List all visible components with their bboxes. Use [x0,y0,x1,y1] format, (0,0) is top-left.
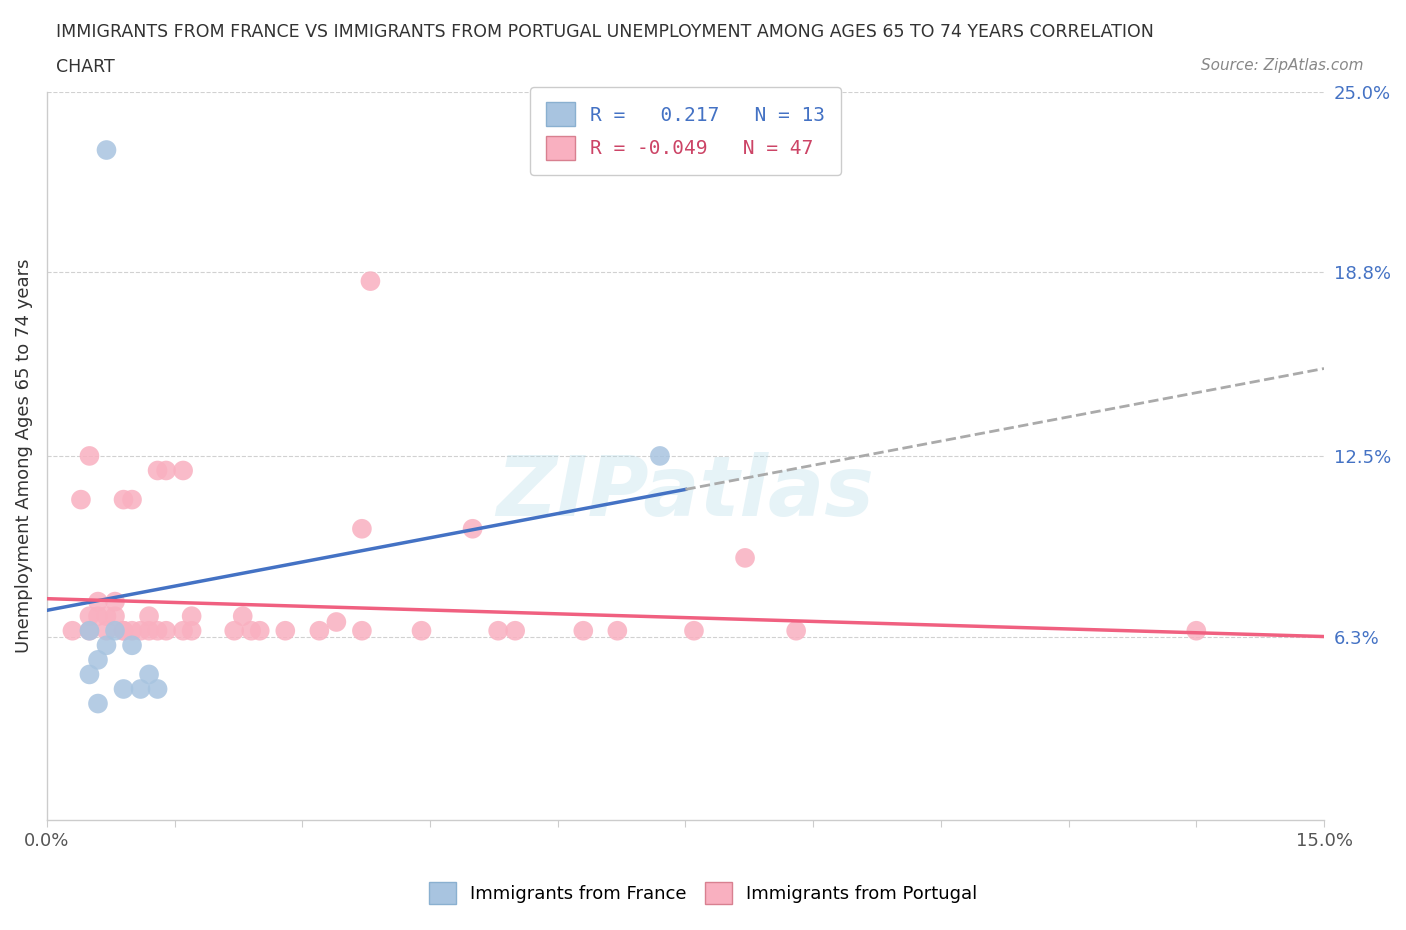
Y-axis label: Unemployment Among Ages 65 to 74 years: Unemployment Among Ages 65 to 74 years [15,259,32,653]
Point [87,653,110,668]
Point [274,623,297,638]
Point [572,623,595,638]
Point [606,623,628,638]
Point [155,623,177,638]
Point [249,623,271,638]
Point [104,594,127,609]
Text: IMMIGRANTS FROM FRANCE VS IMMIGRANTS FROM PORTUGAL UNEMPLOYMENT AMONG AGES 65 TO: IMMIGRANTS FROM FRANCE VS IMMIGRANTS FRO… [56,23,1154,41]
Point [648,448,671,463]
Point [683,623,706,638]
Point [62,623,84,638]
Point [79,667,101,682]
Point [112,682,135,697]
Point [734,551,756,565]
Point [129,682,152,697]
Point [411,623,433,638]
Point [79,623,101,638]
Point [138,667,160,682]
Point [96,623,118,638]
Text: ZIPatlas: ZIPatlas [496,452,875,533]
Point [121,638,143,653]
Text: Source: ZipAtlas.com: Source: ZipAtlas.com [1201,58,1364,73]
Point [503,623,526,638]
Point [325,615,347,630]
Point [79,448,101,463]
Point [350,623,373,638]
Point [129,623,152,638]
Point [112,623,135,638]
Point [121,623,143,638]
Point [104,623,127,638]
Point [96,638,118,653]
Point [224,623,246,638]
Point [146,463,169,478]
Point [112,492,135,507]
Point [87,594,110,609]
Point [79,623,101,638]
Point [1185,623,1208,638]
Point [240,623,263,638]
Point [138,609,160,624]
Point [172,463,194,478]
Point [180,609,202,624]
Point [96,142,118,157]
Point [112,623,135,638]
Point [461,522,484,537]
Point [350,522,373,537]
Point [146,623,169,638]
Point [87,697,110,711]
Point [121,492,143,507]
Point [79,609,101,624]
Legend: R =   0.217   N = 13, R = -0.049   N = 47: R = 0.217 N = 13, R = -0.049 N = 47 [530,86,841,175]
Point [155,463,177,478]
Point [486,623,509,638]
Point [138,623,160,638]
Point [70,492,93,507]
Point [785,623,807,638]
Point [232,609,254,624]
Point [146,682,169,697]
Point [104,609,127,624]
Point [87,609,110,624]
Point [359,273,381,288]
Point [308,623,330,638]
Text: CHART: CHART [56,58,115,75]
Point [172,623,194,638]
Legend: Immigrants from France, Immigrants from Portugal: Immigrants from France, Immigrants from … [422,875,984,911]
Point [180,623,202,638]
Point [96,609,118,624]
